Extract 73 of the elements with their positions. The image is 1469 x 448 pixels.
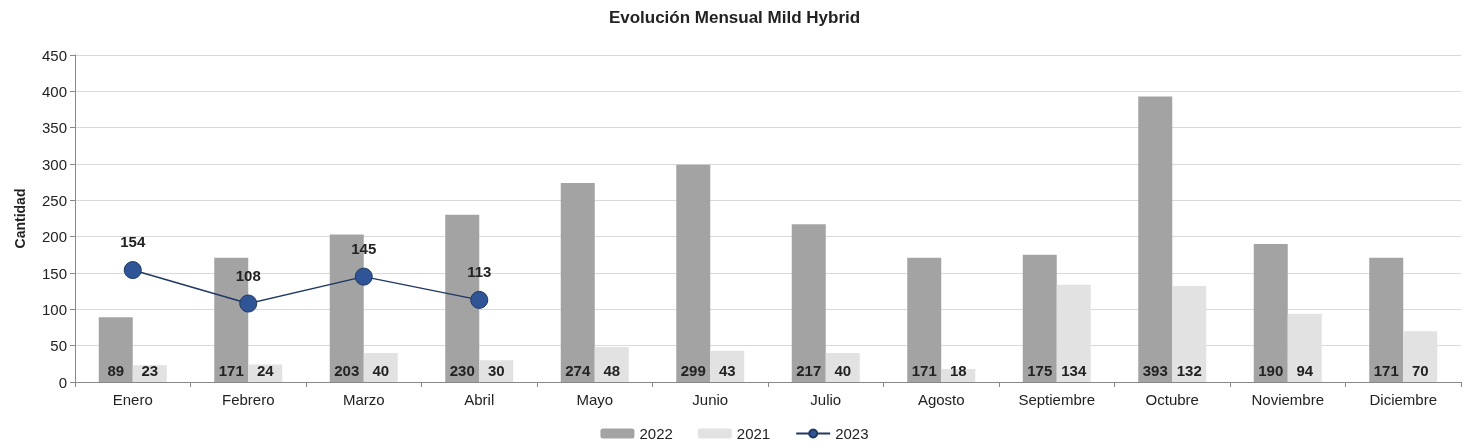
y-tick-label: 450 <box>41 46 67 64</box>
x-tick-label: Febrero <box>221 391 275 408</box>
data-label: 134 <box>1061 362 1087 379</box>
x-tick-label: Abril <box>464 391 495 408</box>
data-label: 43 <box>718 362 736 379</box>
y-tick-label: 300 <box>41 155 67 173</box>
legend-label: 2022 <box>639 425 673 442</box>
x-tick-label: Noviembre <box>1251 391 1325 408</box>
data-label: 24 <box>256 362 275 379</box>
data-label: 23 <box>141 362 159 379</box>
y-tick-label: 100 <box>41 300 67 318</box>
data-label: 132 <box>1176 362 1202 379</box>
data-label: 30 <box>487 362 505 379</box>
data-label: 171 <box>911 362 937 379</box>
data-label: 171 <box>1373 362 1399 379</box>
data-label: 230 <box>449 362 475 379</box>
y-axis-title: Cantidad <box>12 188 28 249</box>
data-label: 145 <box>351 239 377 257</box>
bar <box>1138 96 1173 382</box>
data-label: 393 <box>1142 362 1168 379</box>
x-tick-label: Julio <box>810 391 842 408</box>
bar <box>98 317 133 382</box>
data-label: 89 <box>107 362 125 379</box>
x-tick-label: Junio <box>692 391 729 408</box>
y-tick-label: 200 <box>41 228 67 246</box>
x-tick-label: Mayo <box>576 391 614 408</box>
data-label: 274 <box>565 362 591 379</box>
data-label: 190 <box>1258 362 1284 379</box>
point <box>470 290 489 309</box>
bar <box>1022 254 1057 382</box>
x-tick-label: Septiembre <box>1018 391 1096 408</box>
legend-label: 2023 <box>835 425 869 442</box>
bar <box>676 164 711 382</box>
x-tick-label: Octubre <box>1145 391 1199 408</box>
legend-label: 2021 <box>736 425 771 442</box>
bar <box>1287 313 1322 382</box>
y-tick-label: 0 <box>58 373 67 391</box>
point <box>354 267 373 286</box>
data-label: 203 <box>334 362 360 379</box>
y-tick-label: 400 <box>41 82 67 100</box>
bar <box>1403 331 1438 382</box>
x-tick-label: Agosto <box>917 391 965 408</box>
bar <box>791 224 826 382</box>
x-tick-label: Marzo <box>342 391 385 408</box>
chart-title: Evolución Mensual Mild Hybrid <box>608 8 861 27</box>
bar <box>1172 286 1207 382</box>
y-tick-label: 50 <box>50 337 67 355</box>
bar <box>1253 243 1288 382</box>
data-label: 154 <box>120 233 146 251</box>
bar <box>1369 257 1404 382</box>
data-label: 40 <box>834 362 852 379</box>
data-label: 18 <box>949 362 967 379</box>
data-label: 217 <box>796 362 822 379</box>
y-tick-label: 250 <box>41 191 67 209</box>
x-tick-label: Enero <box>112 391 153 408</box>
point <box>239 294 258 313</box>
point <box>123 261 142 280</box>
data-label: 113 <box>467 262 492 280</box>
data-label: 299 <box>680 362 706 379</box>
bar <box>594 347 629 382</box>
data-label: 94 <box>1296 362 1314 379</box>
bar <box>1056 284 1091 382</box>
data-label: 70 <box>1411 362 1429 379</box>
data-label: 40 <box>372 362 390 379</box>
x-tick-label: Diciembre <box>1369 391 1438 408</box>
data-label: 175 <box>1027 362 1053 379</box>
data-label: 171 <box>218 362 244 379</box>
data-label: 48 <box>603 362 621 379</box>
y-tick-label: 150 <box>41 264 67 282</box>
bar <box>560 182 595 382</box>
bar <box>907 257 942 382</box>
data-label: 108 <box>235 266 261 284</box>
y-tick-label: 350 <box>41 119 67 137</box>
